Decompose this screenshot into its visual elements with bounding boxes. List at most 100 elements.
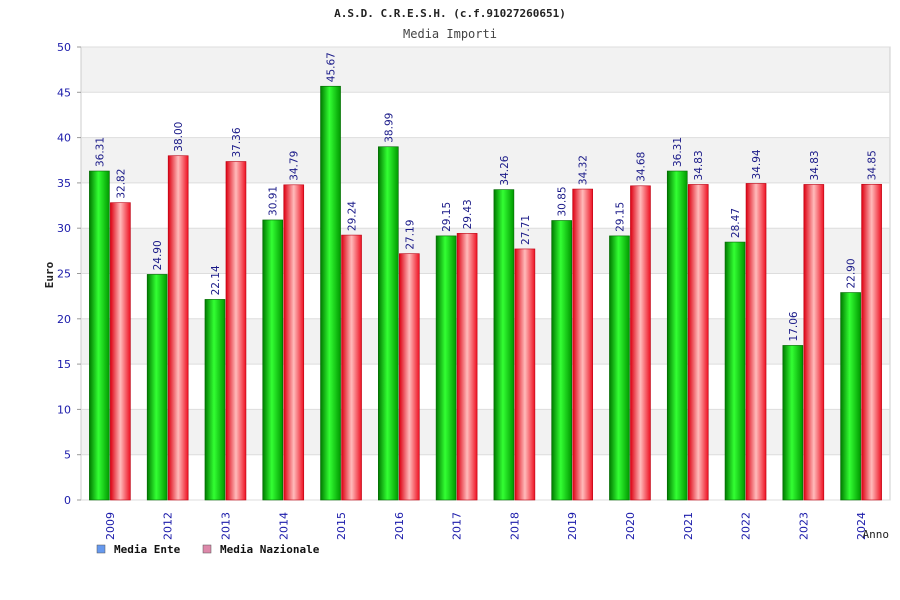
legend-swatch-media-nazionale — [202, 544, 212, 554]
x-axis-ticks: 2009 2012 2013 2014 2015 2016 2017 2018 2019 2020… — [104, 512, 868, 540]
y-tick-label: 20 — [57, 313, 71, 326]
data-label-media-ente: 24.90 — [152, 240, 164, 270]
bar-media-nazionale — [514, 248, 536, 501]
bar-media-nazionale — [225, 161, 247, 501]
bar-media-ente — [551, 220, 572, 501]
legend-item-media-nazionale: Media Nazionale — [202, 543, 320, 556]
y-tick-label: 30 — [57, 222, 71, 235]
data-label-media-ente: 29.15 — [614, 202, 626, 232]
data-label-media-nazionale: 34.83 — [809, 150, 821, 180]
data-label-media-ente: 45.67 — [326, 52, 338, 82]
data-label-media-nazionale: 34.85 — [867, 150, 879, 180]
bar-media-ente — [146, 274, 168, 501]
data-label-media-nazionale: 34.79 — [289, 151, 301, 181]
x-tick-label: 2023 — [797, 512, 810, 540]
bar-media-nazionale — [456, 233, 478, 501]
data-label-media-nazionale: 34.94 — [751, 149, 763, 179]
data-label-media-nazionale: 32.82 — [115, 169, 127, 199]
y-axis-label: Euro — [43, 261, 56, 288]
y-tick-label: 15 — [57, 358, 71, 371]
data-label-media-ente: 28.47 — [730, 208, 742, 238]
legend-label-media-nazionale: Media Nazionale — [220, 543, 320, 556]
x-tick-label: 2015 — [335, 512, 348, 540]
data-label-media-ente: 36.31 — [672, 137, 684, 167]
x-tick-label: 2014 — [277, 512, 290, 540]
data-label-media-nazionale: 27.71 — [520, 215, 532, 245]
grid-band — [81, 92, 890, 138]
data-label-media-ente: 29.15 — [441, 202, 453, 232]
data-label-media-nazionale: 34.83 — [693, 150, 705, 180]
x-tick-label: 2009 — [104, 512, 117, 540]
data-label-media-ente: 22.14 — [210, 265, 222, 295]
x-tick-label: 2021 — [682, 512, 695, 540]
grid-band — [81, 47, 890, 93]
grid-band — [81, 454, 890, 500]
legend-label-media-ente: Media Ente — [114, 543, 181, 556]
bar-media-nazionale — [110, 202, 131, 501]
y-axis-ticks: 0 5 10 15 20 25 30 35 40 45 50 — [57, 41, 81, 507]
y-tick-label: 40 — [57, 132, 71, 145]
x-tick-label: 2020 — [624, 512, 637, 540]
bar-media-nazionale — [803, 184, 825, 501]
data-label-media-ente: 17.06 — [788, 311, 800, 341]
grid-band — [81, 137, 890, 183]
grid-band — [81, 318, 890, 365]
y-tick-label: 10 — [57, 403, 71, 416]
x-tick-label: 2012 — [162, 512, 175, 540]
y-tick-label: 45 — [57, 86, 71, 99]
y-tick-label: 25 — [57, 268, 71, 281]
data-label-media-ente: 30.85 — [557, 186, 569, 216]
bar-media-ente — [782, 345, 804, 501]
x-tick-label: 2022 — [740, 512, 753, 540]
data-label-media-nazionale: 38.00 — [173, 122, 185, 152]
grid-band — [81, 228, 890, 274]
bar-media-nazionale — [399, 253, 420, 501]
bar-media-ente — [204, 299, 226, 501]
x-tick-label: 2016 — [393, 512, 406, 540]
data-label-media-ente: 30.91 — [268, 186, 280, 216]
bar-media-nazionale — [283, 184, 305, 501]
legend-item-media-ente: Media Ente — [96, 543, 181, 556]
bar-media-ente — [724, 241, 746, 501]
grid-band — [81, 364, 890, 410]
data-label-media-nazionale: 37.36 — [231, 127, 243, 157]
bar-media-nazionale — [341, 234, 362, 501]
data-label-media-nazionale: 29.24 — [347, 201, 359, 231]
bar-media-nazionale — [167, 155, 189, 501]
x-tick-label: 2013 — [219, 512, 232, 540]
bars — [89, 85, 882, 501]
x-tick-label: 2019 — [566, 512, 579, 540]
grid-band — [81, 273, 890, 319]
legend-swatch-media-ente — [96, 544, 106, 554]
data-label-media-nazionale: 27.19 — [404, 220, 416, 250]
bar-media-ente — [493, 189, 515, 501]
bar-media-ente — [666, 170, 688, 501]
y-tick-label: 35 — [57, 177, 71, 190]
x-tick-label: 2017 — [451, 512, 464, 540]
x-tick-label: 2024 — [855, 512, 868, 540]
data-label-media-nazionale: 34.32 — [578, 155, 590, 185]
data-label-media-nazionale: 29.43 — [462, 199, 474, 229]
bar-media-nazionale — [687, 184, 709, 501]
bar-media-nazionale — [630, 185, 651, 501]
bar-media-ente — [435, 235, 457, 501]
data-label-media-ente: 38.99 — [383, 113, 395, 143]
data-label-media-nazionale: 34.68 — [635, 152, 647, 182]
bar-media-nazionale — [572, 188, 593, 501]
x-axis-label: Anno — [863, 528, 890, 541]
bar-media-ente — [840, 292, 861, 501]
data-label-media-ente: 22.90 — [846, 258, 858, 288]
bar-media-ente — [609, 235, 630, 501]
bar-media-nazionale — [745, 183, 767, 501]
chart-subtitle: Media Importi — [403, 27, 497, 41]
bar-media-nazionale — [861, 183, 882, 501]
bar-media-ente — [89, 170, 110, 501]
bar-media-ente — [262, 219, 284, 501]
x-tick-label: 2018 — [508, 512, 521, 540]
grid-band — [81, 182, 890, 229]
y-tick-label: 0 — [64, 494, 71, 507]
bar-media-ente — [378, 146, 399, 501]
y-tick-label: 5 — [64, 449, 71, 462]
chart-title: A.S.D. C.R.E.S.H. (c.f.91027260651) — [334, 7, 566, 20]
